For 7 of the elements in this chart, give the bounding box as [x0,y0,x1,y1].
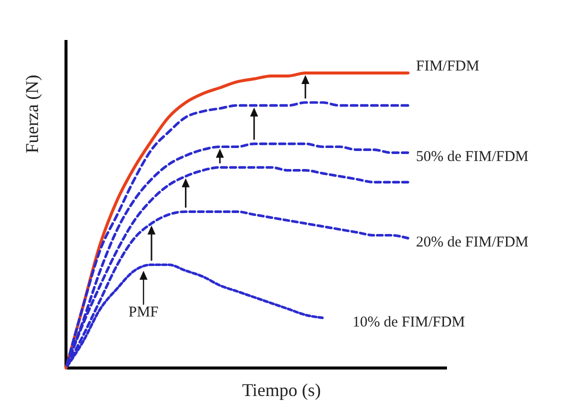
series-label: 50% de FIM/FDM [416,149,529,166]
series-label: FIM/FDM [416,58,480,74]
annotation: PMF [128,304,159,320]
x-axis-title: Tiempo (s) [242,380,321,400]
series-label: 20% de FIM/FDM [416,234,529,251]
text: 10% de FIM/FDM [352,314,466,330]
y-axis-title: Fuerza (N) [22,74,42,154]
